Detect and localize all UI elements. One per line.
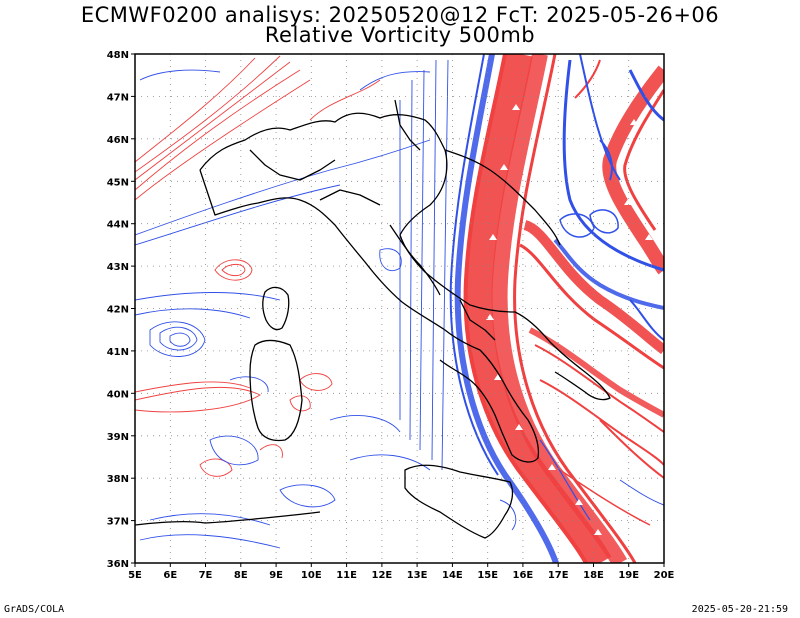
negative-vorticity-contours bbox=[135, 59, 449, 549]
lon-label: 17E bbox=[548, 570, 569, 581]
lon-label: 6E bbox=[163, 570, 177, 581]
lon-label: 8E bbox=[234, 570, 248, 581]
inner-border-3 bbox=[389, 224, 441, 296]
lat-label: 45N bbox=[107, 177, 129, 188]
lon-label: 7E bbox=[199, 570, 213, 581]
lon-label: 9E bbox=[269, 570, 283, 581]
lon-label: 5E bbox=[128, 570, 142, 581]
footer-timestamp: 2025-05-20-21:59 bbox=[691, 604, 788, 615]
lat-labels: 48N 47N 46N 45N 44N 43N 42N 41N 40N 39N … bbox=[107, 50, 129, 570]
map-title: ECMWF0200 analisys: 20250520@12 FcT: 202… bbox=[80, 3, 720, 27]
balkan-coast bbox=[444, 149, 561, 246]
lat-lon-grid bbox=[135, 54, 664, 563]
lat-label: 38N bbox=[107, 474, 129, 485]
lat-label: 41N bbox=[107, 347, 129, 358]
inner-border-4 bbox=[459, 299, 496, 341]
lat-label: 46N bbox=[107, 135, 129, 146]
inner-border-5 bbox=[394, 99, 421, 151]
africa-coast bbox=[135, 511, 321, 526]
italy-west-coast bbox=[199, 169, 540, 463]
lat-label: 37N bbox=[107, 517, 129, 528]
lon-label: 18E bbox=[583, 570, 604, 581]
alps-border bbox=[199, 112, 446, 171]
lat-label: 42N bbox=[107, 305, 129, 316]
negative-vorticity-bands bbox=[449, 54, 664, 563]
lat-label: 39N bbox=[107, 432, 129, 443]
corsica bbox=[262, 286, 290, 331]
lat-label: 48N bbox=[107, 50, 129, 61]
axis-ticks bbox=[131, 53, 665, 567]
positive-vorticity-jet bbox=[463, 54, 664, 563]
lat-label: 43N bbox=[107, 262, 129, 273]
map-subtitle: Relative Vorticity 500mb bbox=[264, 23, 536, 47]
lat-label: 40N bbox=[107, 389, 129, 400]
coastlines-borders bbox=[135, 99, 611, 539]
italy-east-coast bbox=[399, 149, 611, 401]
contour-field bbox=[135, 54, 664, 563]
jet-markers bbox=[486, 104, 653, 535]
lon-label: 10E bbox=[301, 570, 322, 581]
sicily bbox=[404, 464, 514, 539]
lon-label: 15E bbox=[477, 570, 498, 581]
inner-border-2 bbox=[319, 189, 381, 206]
lat-label: 36N bbox=[107, 559, 129, 570]
lon-label: 13E bbox=[407, 570, 428, 581]
lat-label: 47N bbox=[107, 92, 129, 103]
lon-labels: 5E 6E 7E 8E 9E 10E 11E 12E 13E 14E 15E 1… bbox=[128, 570, 674, 581]
lon-label: 12E bbox=[372, 570, 393, 581]
lon-label: 16E bbox=[513, 570, 534, 581]
lat-label: 44N bbox=[107, 220, 129, 231]
lon-label: 14E bbox=[442, 570, 463, 581]
lon-label: 20E bbox=[654, 570, 675, 581]
lon-label: 19E bbox=[618, 570, 639, 581]
footer-credit: GrADS/COLA bbox=[4, 604, 65, 615]
lon-label: 11E bbox=[336, 570, 357, 581]
inner-border-1 bbox=[249, 149, 336, 181]
sardinia bbox=[249, 339, 303, 442]
